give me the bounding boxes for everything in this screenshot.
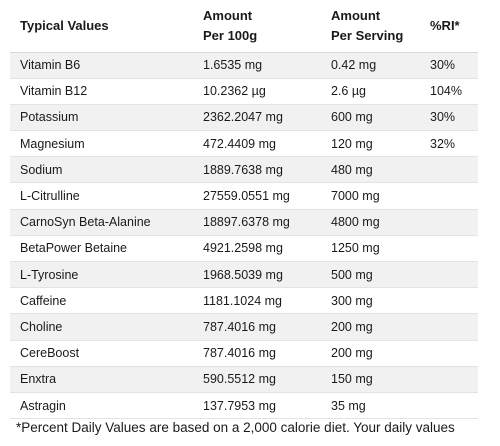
table-row: CarnoSyn Beta-Alanine 18897.6378 mg 4800 m…: [10, 209, 478, 236]
cell-per-serving: 4800 mg: [321, 209, 420, 236]
cell-per-100g: 137.7953 mg: [193, 392, 321, 420]
cell-per-serving: 1250 mg: [321, 235, 420, 263]
cell-ri: 30%: [420, 52, 478, 79]
cell-nutrient: L-Tyrosine: [10, 261, 193, 289]
cell-ri: [420, 182, 478, 210]
cell-ri: 32%: [420, 130, 478, 158]
table-row: L-Citrulline 27559.0551 mg 7000 mg: [10, 182, 478, 210]
cell-per-100g: 590.5512 mg: [193, 366, 321, 393]
table-row: Magnesium 472.4409 mg 120 mg 32%: [10, 130, 478, 158]
cell-ri: [420, 156, 478, 184]
cell-per-100g: 1889.7638 mg: [193, 156, 321, 184]
cell-nutrient: Enxtra: [10, 366, 193, 393]
cell-per-serving: 0.42 mg: [321, 52, 420, 79]
cell-per-serving: 35 mg: [321, 392, 420, 420]
cell-nutrient: Caffeine: [10, 287, 193, 315]
cell-nutrient: CarnoSyn Beta-Alanine: [10, 209, 193, 236]
table-row: Astragin 137.7953 mg 35 mg: [10, 392, 478, 420]
cell-nutrient: CereBoost: [10, 340, 193, 367]
cell-nutrient: Vitamin B6: [10, 52, 193, 79]
cell-per-100g: 4921.2598 mg: [193, 235, 321, 263]
table-row: Enxtra 590.5512 mg 150 mg: [10, 366, 478, 393]
cell-ri: [420, 209, 478, 236]
cell-ri: [420, 392, 478, 420]
nutrition-table: Typical Values Amount Per 100g Amount Per …: [10, 0, 478, 420]
cell-ri: [420, 235, 478, 263]
cell-per-serving: 150 mg: [321, 366, 420, 393]
table-header: Typical Values Amount Per 100g Amount Per …: [10, 0, 478, 53]
cell-per-100g: 2362.2047 mg: [193, 104, 321, 132]
header-typical-values: Typical Values: [10, 0, 193, 53]
cell-ri: [420, 313, 478, 341]
footnote: *Percent Daily Values are based on a 2,0…: [16, 418, 496, 438]
cell-ri: 30%: [420, 104, 478, 132]
cell-nutrient: BetaPower Betaine: [10, 235, 193, 263]
table-row: Caffeine 1181.1024 mg 300 mg: [10, 287, 478, 315]
cell-per-serving: 500 mg: [321, 261, 420, 289]
table-row: Vitamin B6 1.6535 mg 0.42 mg 30%: [10, 52, 478, 79]
header-ri: %RI*: [420, 0, 478, 53]
footnote-text: *Percent Daily Values are based on a 2,0…: [16, 420, 455, 435]
table-row: L-Tyrosine 1968.5039 mg 500 mg: [10, 261, 478, 289]
header-amount-per-100g: Amount Per 100g: [193, 0, 321, 53]
cell-per-serving: 120 mg: [321, 130, 420, 158]
cell-per-100g: 27559.0551 mg: [193, 182, 321, 210]
cell-per-serving: 480 mg: [321, 156, 420, 184]
cell-per-100g: 1181.1024 mg: [193, 287, 321, 315]
cell-nutrient: L-Citrulline: [10, 182, 193, 210]
cell-nutrient: Potassium: [10, 104, 193, 132]
table-body: Vitamin B6 1.6535 mg 0.42 mg 30% Vitamin B12…: [10, 52, 478, 420]
cell-per-100g: 787.4016 mg: [193, 313, 321, 341]
cell-ri: [420, 261, 478, 289]
cell-nutrient: Vitamin B12: [10, 78, 193, 105]
table-row: Potassium 2362.2047 mg 600 mg 30%: [10, 104, 478, 132]
cell-ri: [420, 287, 478, 315]
cell-ri: 104%: [420, 78, 478, 105]
cell-nutrient: Choline: [10, 313, 193, 341]
cell-per-100g: 18897.6378 mg: [193, 209, 321, 236]
header-row: Typical Values Amount Per 100g Amount Per …: [10, 0, 478, 53]
cell-ri: [420, 340, 478, 367]
cell-per-serving: 300 mg: [321, 287, 420, 315]
cell-per-100g: 472.4409 mg: [193, 130, 321, 158]
table-row: Sodium 1889.7638 mg 480 mg: [10, 156, 478, 184]
table-row: Vitamin B12 10.2362 µg 2.6 µg 104%: [10, 78, 478, 105]
cell-per-serving: 600 mg: [321, 104, 420, 132]
header-amount-per-serving: Amount Per Serving: [321, 0, 420, 53]
table-row: Choline 787.4016 mg 200 mg: [10, 313, 478, 341]
cell-per-100g: 1.6535 mg: [193, 52, 321, 79]
cell-per-serving: 2.6 µg: [321, 78, 420, 105]
cell-per-serving: 200 mg: [321, 313, 420, 341]
table-row: BetaPower Betaine 4921.2598 mg 1250 mg: [10, 235, 478, 263]
cell-ri: [420, 366, 478, 393]
cell-per-100g: 1968.5039 mg: [193, 261, 321, 289]
cell-nutrient: Magnesium: [10, 130, 193, 158]
cell-per-serving: 200 mg: [321, 340, 420, 367]
table-row: CereBoost 787.4016 mg 200 mg: [10, 340, 478, 367]
cell-nutrient: Astragin: [10, 392, 193, 420]
cell-nutrient: Sodium: [10, 156, 193, 184]
cell-per-100g: 787.4016 mg: [193, 340, 321, 367]
cell-per-serving: 7000 mg: [321, 182, 420, 210]
cell-per-100g: 10.2362 µg: [193, 78, 321, 105]
